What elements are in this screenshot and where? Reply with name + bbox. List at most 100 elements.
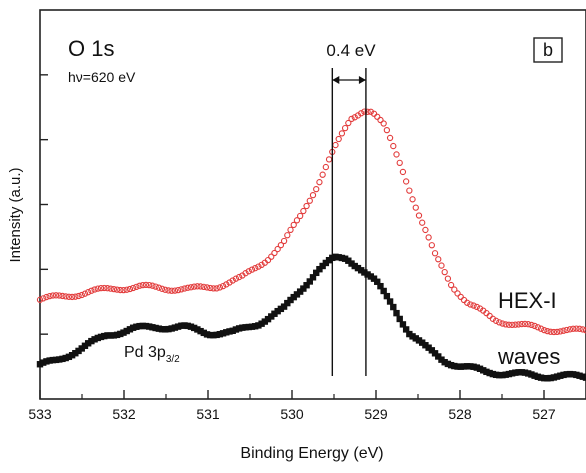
data-point bbox=[550, 328, 558, 336]
data-point bbox=[322, 259, 330, 267]
data-point bbox=[518, 369, 525, 376]
data-point bbox=[290, 221, 297, 229]
data-point bbox=[120, 286, 127, 294]
data-point bbox=[52, 292, 60, 299]
data-point bbox=[374, 278, 381, 285]
data-point bbox=[152, 324, 159, 332]
data-point bbox=[528, 321, 535, 329]
data-point bbox=[393, 309, 400, 317]
data-point bbox=[435, 353, 442, 360]
data-point bbox=[149, 282, 156, 289]
data-point bbox=[62, 354, 69, 362]
data-point bbox=[40, 359, 47, 366]
data-point bbox=[402, 326, 410, 333]
data-point bbox=[162, 286, 169, 293]
data-point bbox=[576, 372, 583, 379]
data-point bbox=[367, 273, 375, 280]
panel-label-box bbox=[533, 37, 563, 63]
data-point bbox=[59, 292, 66, 300]
data-point bbox=[566, 326, 574, 333]
x-tick-label: 528 bbox=[448, 406, 472, 422]
data-point bbox=[162, 326, 169, 333]
data-point bbox=[146, 323, 153, 330]
data-point bbox=[303, 282, 310, 289]
data-point bbox=[531, 372, 538, 379]
data-point bbox=[415, 337, 423, 344]
data-point bbox=[264, 315, 272, 323]
y-tick-marks bbox=[40, 74, 48, 335]
data-point bbox=[322, 163, 329, 171]
data-point bbox=[203, 331, 211, 338]
data-point bbox=[528, 371, 535, 378]
data-point bbox=[444, 360, 452, 368]
data-point bbox=[579, 326, 586, 333]
data-point bbox=[409, 196, 416, 203]
data-point bbox=[541, 374, 548, 382]
data-point bbox=[226, 328, 233, 335]
data-point bbox=[149, 324, 156, 331]
data-point bbox=[582, 374, 586, 381]
data-point bbox=[232, 275, 240, 282]
data-point bbox=[351, 262, 358, 270]
data-point bbox=[110, 285, 118, 293]
data-point bbox=[158, 285, 166, 292]
x-tick-label: 530 bbox=[280, 406, 304, 422]
data-point bbox=[515, 369, 522, 376]
data-point bbox=[248, 266, 256, 273]
data-point bbox=[377, 116, 384, 124]
data-point bbox=[338, 254, 346, 262]
data-point bbox=[81, 342, 89, 349]
data-point bbox=[171, 324, 179, 331]
data-point bbox=[505, 370, 513, 378]
data-point bbox=[502, 371, 509, 378]
data-point bbox=[309, 274, 317, 281]
data-point bbox=[152, 283, 159, 290]
data-point bbox=[287, 296, 294, 304]
data-point bbox=[56, 356, 63, 363]
data-point bbox=[174, 286, 182, 294]
data-point bbox=[113, 331, 121, 339]
series-HEX-I bbox=[36, 108, 586, 336]
data-point bbox=[219, 330, 227, 337]
data-point bbox=[117, 286, 124, 294]
data-point bbox=[168, 287, 175, 294]
data-point bbox=[300, 207, 307, 215]
data-point bbox=[441, 359, 448, 366]
data-point bbox=[563, 326, 570, 334]
data-point bbox=[126, 326, 134, 333]
data-point bbox=[194, 283, 201, 290]
data-point bbox=[316, 265, 323, 273]
data-point bbox=[129, 284, 137, 292]
data-point bbox=[415, 212, 423, 219]
data-point bbox=[512, 321, 519, 328]
data-point bbox=[136, 322, 143, 330]
data-point bbox=[97, 333, 105, 341]
data-point bbox=[158, 326, 166, 333]
data-point bbox=[194, 326, 201, 333]
data-point bbox=[480, 367, 487, 374]
data-point bbox=[451, 286, 458, 293]
data-point bbox=[184, 284, 191, 291]
data-point bbox=[364, 271, 371, 278]
data-point bbox=[155, 284, 162, 291]
x-tick-label: 531 bbox=[196, 406, 220, 422]
data-point bbox=[338, 130, 346, 137]
data-point bbox=[541, 326, 548, 334]
data-point bbox=[40, 295, 47, 302]
data-point bbox=[197, 283, 204, 290]
data-point bbox=[155, 325, 163, 332]
data-point bbox=[447, 361, 455, 369]
data-point bbox=[573, 325, 580, 332]
data-point bbox=[325, 156, 333, 163]
data-point bbox=[178, 322, 185, 329]
data-point bbox=[68, 293, 76, 301]
x-tick-label: 529 bbox=[364, 406, 388, 422]
data-point bbox=[178, 286, 185, 293]
data-point bbox=[81, 290, 89, 297]
data-point bbox=[190, 324, 198, 332]
x-tick-label: 533 bbox=[28, 406, 52, 422]
data-point bbox=[223, 281, 230, 288]
data-point bbox=[431, 350, 439, 357]
data-point bbox=[277, 241, 285, 249]
data-point bbox=[191, 283, 198, 290]
